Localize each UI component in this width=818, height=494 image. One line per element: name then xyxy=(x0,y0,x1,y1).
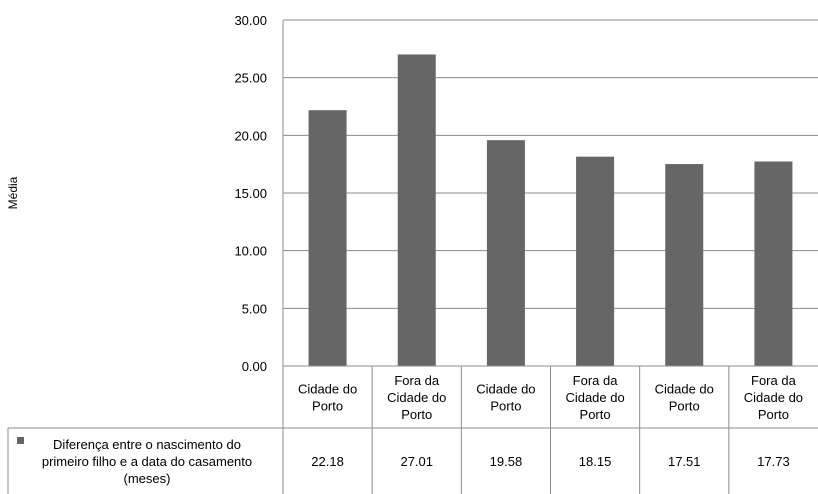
category-label: Fora da xyxy=(573,373,619,388)
data-label: 18.15 xyxy=(579,454,612,469)
category-label: Porto xyxy=(401,407,432,422)
bars xyxy=(308,54,793,366)
category-label: Cidade do xyxy=(655,382,714,397)
category-label: Porto xyxy=(669,399,700,414)
category-label: Cidade do xyxy=(387,390,446,405)
bar xyxy=(308,110,347,366)
category-label: Fora da xyxy=(751,373,797,388)
bar xyxy=(486,140,525,366)
y-tick-label: 0.00 xyxy=(242,359,267,374)
bar xyxy=(754,161,793,366)
data-label: 17.51 xyxy=(668,454,701,469)
data-label: 19.58 xyxy=(490,454,523,469)
category-label: Porto xyxy=(758,407,789,422)
category-label: Porto xyxy=(312,399,343,414)
y-tick-label: 30.00 xyxy=(234,13,267,28)
y-tick-labels: 0.00 5.00 10.00 15.00 20.00 25.00 30.00 xyxy=(234,13,267,374)
bar xyxy=(576,156,615,366)
data-label: 22.18 xyxy=(311,454,344,469)
y-axis-label: Média xyxy=(6,176,20,209)
y-tick-label: 20.00 xyxy=(234,128,267,143)
gridlines xyxy=(282,19,818,494)
bar xyxy=(397,54,436,366)
category-label: Cidade do xyxy=(744,390,803,405)
y-tick-label: 15.00 xyxy=(234,186,267,201)
category-label: Cidade do xyxy=(565,390,624,405)
bar xyxy=(665,164,704,366)
y-tick-label: 10.00 xyxy=(234,244,267,259)
y-tick-label: 25.00 xyxy=(234,71,267,86)
category-label: Porto xyxy=(490,399,521,414)
y-tick-label: 5.00 xyxy=(242,301,267,316)
category-label: Cidade do xyxy=(298,382,357,397)
data-label: 27.01 xyxy=(400,454,433,469)
category-label: Porto xyxy=(580,407,611,422)
legend-key xyxy=(17,437,24,444)
legend-label: (meses) xyxy=(124,471,171,486)
category-label: Cidade do xyxy=(476,382,535,397)
category-label: Fora da xyxy=(394,373,440,388)
legend-label: Diferença entre o nascimento do xyxy=(53,437,241,452)
data-label: 17.73 xyxy=(757,454,790,469)
data-table: Cidade do Porto Fora da Cidade do Porto Cidad… xyxy=(7,365,818,494)
legend-label: primeiro filho e a data do casamento xyxy=(42,454,252,469)
